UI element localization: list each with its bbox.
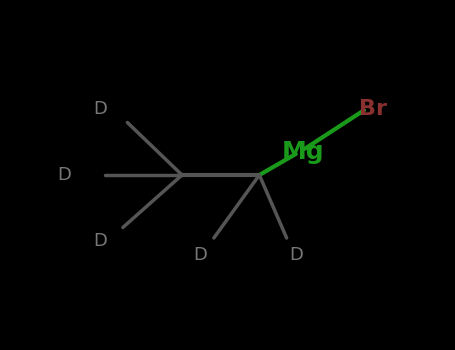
Text: D: D [289,246,303,265]
Text: Br: Br [359,98,387,119]
Text: D: D [93,99,107,118]
Text: D: D [93,232,107,251]
Text: Mg: Mg [281,140,324,164]
Text: D: D [193,246,207,265]
Text: D: D [57,166,71,184]
